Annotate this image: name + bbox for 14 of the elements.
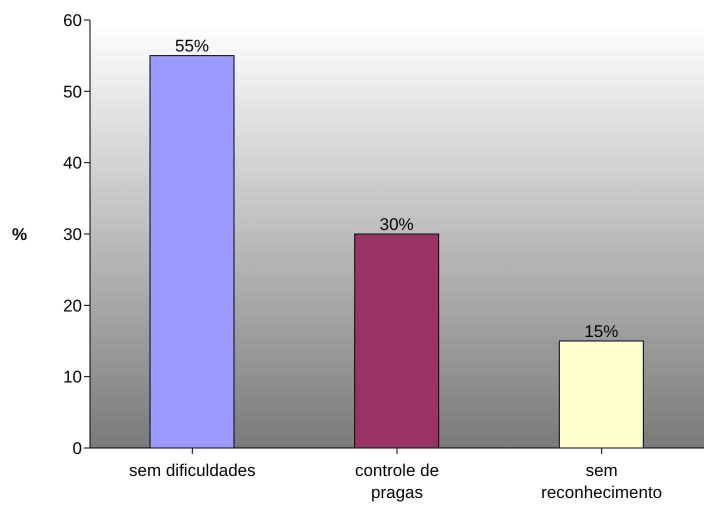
x-tick-label: sem dificuldades: [129, 461, 256, 480]
data-label: 15%: [584, 322, 618, 341]
y-axis-title: %: [12, 225, 28, 244]
data-label: 30%: [380, 215, 414, 234]
y-tick-label: 40: [63, 154, 82, 173]
y-tick-label: 10: [63, 368, 82, 387]
y-tick-label: 20: [63, 296, 82, 316]
y-tick-label: 60: [63, 11, 82, 30]
y-tick-label: 50: [63, 82, 82, 102]
y-tick-label: 30: [63, 225, 82, 244]
y-tick-label: 0: [72, 439, 82, 458]
x-tick-label: controle de pragas: [354, 461, 440, 502]
data-label: 55%: [174, 36, 210, 56]
x-tick-label: sem reconhecimento: [541, 461, 662, 502]
